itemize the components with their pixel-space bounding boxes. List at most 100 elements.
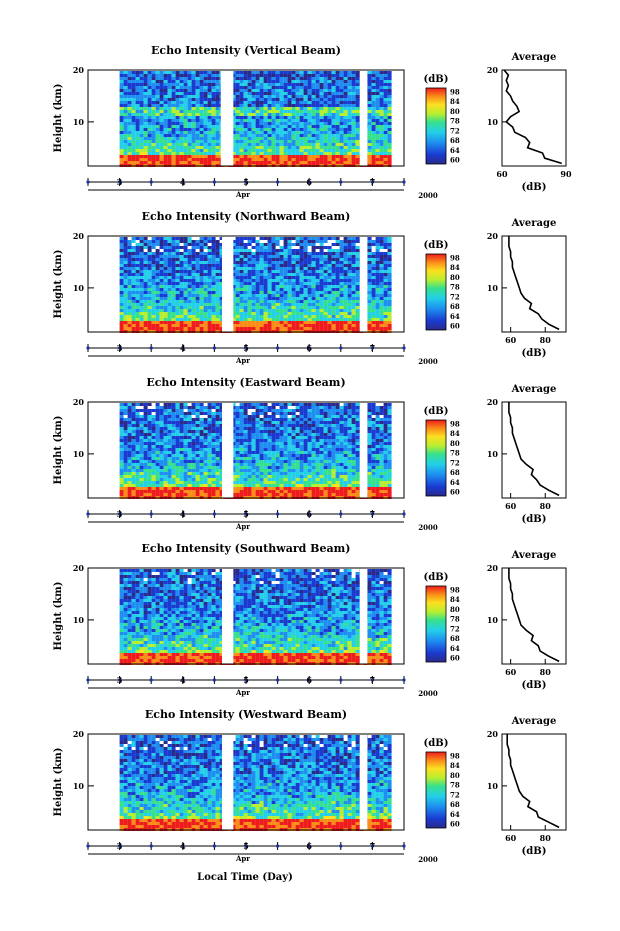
- heatmap-cell: [280, 110, 284, 113]
- heatmap-cell: [196, 315, 200, 318]
- heatmap-cell: [276, 282, 280, 285]
- heatmap-cell: [164, 306, 168, 309]
- heatmap-cell: [252, 161, 256, 164]
- heatmap-cell: [140, 478, 144, 481]
- heatmap-cell: [136, 101, 140, 104]
- heatmap-cell: [172, 315, 176, 318]
- heatmap-cell: [200, 255, 204, 258]
- heatmap-cell: [332, 152, 336, 155]
- heatmap-cell: [276, 315, 280, 318]
- heatmap-cell: [208, 104, 212, 107]
- heatmap-cell: [212, 252, 216, 255]
- heatmap-cell: [208, 80, 212, 83]
- heatmap-cell: [356, 282, 360, 285]
- heatmap-cell: [288, 101, 292, 104]
- heatmap-cell: [144, 255, 148, 258]
- heatmap-cell: [160, 125, 164, 128]
- heatmap-cell: [172, 98, 176, 101]
- heatmap-cell: [200, 86, 204, 89]
- heatmap-cell: [376, 258, 380, 261]
- heatmap-cell: [124, 318, 128, 321]
- heatmap-cell: [136, 116, 140, 119]
- heatmap-cell: [176, 86, 180, 89]
- heatmap-cell: [260, 161, 264, 164]
- heatmap-cell: [148, 469, 152, 472]
- heatmap-cell: [268, 80, 272, 83]
- heatmap-cell: [124, 146, 128, 149]
- heatmap-cell: [328, 300, 332, 303]
- heatmap-cell: [352, 101, 356, 104]
- heatmap-cell: [236, 270, 240, 273]
- heatmap-cell: [272, 255, 276, 258]
- heatmap-cell: [128, 161, 132, 164]
- heatmap-cell: [240, 137, 244, 140]
- heatmap-cell: [204, 258, 208, 261]
- heatmap-cell: [240, 252, 244, 255]
- heatmap-cell: [136, 146, 140, 149]
- heatmap-cell: [164, 451, 168, 454]
- data-gap: [360, 236, 368, 332]
- heatmap-cell: [200, 110, 204, 113]
- heatmap-cell: [264, 315, 268, 318]
- heatmap-cell: [240, 243, 244, 246]
- heatmap-cell: [340, 128, 344, 131]
- heatmap-cell: [248, 240, 252, 243]
- heatmap-cell: [348, 86, 352, 89]
- heatmap-cell: [124, 436, 128, 439]
- heatmap-cell: [344, 318, 348, 321]
- heatmap-cell: [212, 279, 216, 282]
- heatmap-cell: [320, 158, 324, 161]
- heatmap-cell: [168, 89, 172, 92]
- heatmap-cell: [340, 303, 344, 306]
- heatmap-cell: [272, 303, 276, 306]
- heatmap-cell: [296, 297, 300, 300]
- heatmap-cell: [188, 285, 192, 288]
- heatmap-cell: [380, 243, 384, 246]
- heatmap-cell: [288, 155, 292, 158]
- heatmap-cell: [164, 282, 168, 285]
- heatmap-cell: [328, 134, 332, 137]
- heatmap-cell: [204, 324, 208, 327]
- heatmap-cell: [216, 155, 220, 158]
- heatmap-cell: [140, 158, 144, 161]
- heatmap-cell: [316, 309, 320, 312]
- heatmap-cell: [120, 448, 124, 451]
- heatmap-cell: [292, 89, 296, 92]
- heatmap-cell: [268, 77, 272, 80]
- heatmap-cell: [176, 460, 180, 463]
- heatmap-cell: [156, 113, 160, 116]
- heatmap-cell: [188, 327, 192, 330]
- heatmap-cell: [324, 306, 328, 309]
- heatmap-cell: [152, 409, 156, 412]
- heatmap-cell: [156, 306, 160, 309]
- heatmap-cell: [300, 92, 304, 95]
- heatmap-cell: [200, 294, 204, 297]
- heatmap-cell: [164, 140, 168, 143]
- heatmap-cell: [356, 303, 360, 306]
- heatmap-cell: [172, 309, 176, 312]
- heatmap-cell: [160, 309, 164, 312]
- heatmap-cell: [188, 237, 192, 240]
- heatmap-cell: [280, 131, 284, 134]
- heatmap-cell: [168, 445, 172, 448]
- heatmap-cell: [216, 297, 220, 300]
- heatmap-cell: [144, 89, 148, 92]
- heatmap-cell: [280, 294, 284, 297]
- heatmap-cell: [200, 312, 204, 315]
- heatmap-cell: [184, 264, 188, 267]
- heatmap-cell: [352, 327, 356, 330]
- y-tick-label: 20: [73, 231, 85, 241]
- heatmap-cell: [172, 155, 176, 158]
- heatmap-cell: [296, 324, 300, 327]
- heatmap-cell: [156, 463, 160, 466]
- heatmap-cell: [120, 155, 124, 158]
- heatmap-cell: [176, 246, 180, 249]
- heatmap-cell: [348, 128, 352, 131]
- heatmap-cell: [216, 327, 220, 330]
- heatmap-cell: [320, 294, 324, 297]
- heatmap-cell: [140, 80, 144, 83]
- heatmap-cell: [124, 128, 128, 131]
- heatmap-cell: [244, 134, 248, 137]
- heatmap-cell: [280, 104, 284, 107]
- heatmap-cell: [260, 318, 264, 321]
